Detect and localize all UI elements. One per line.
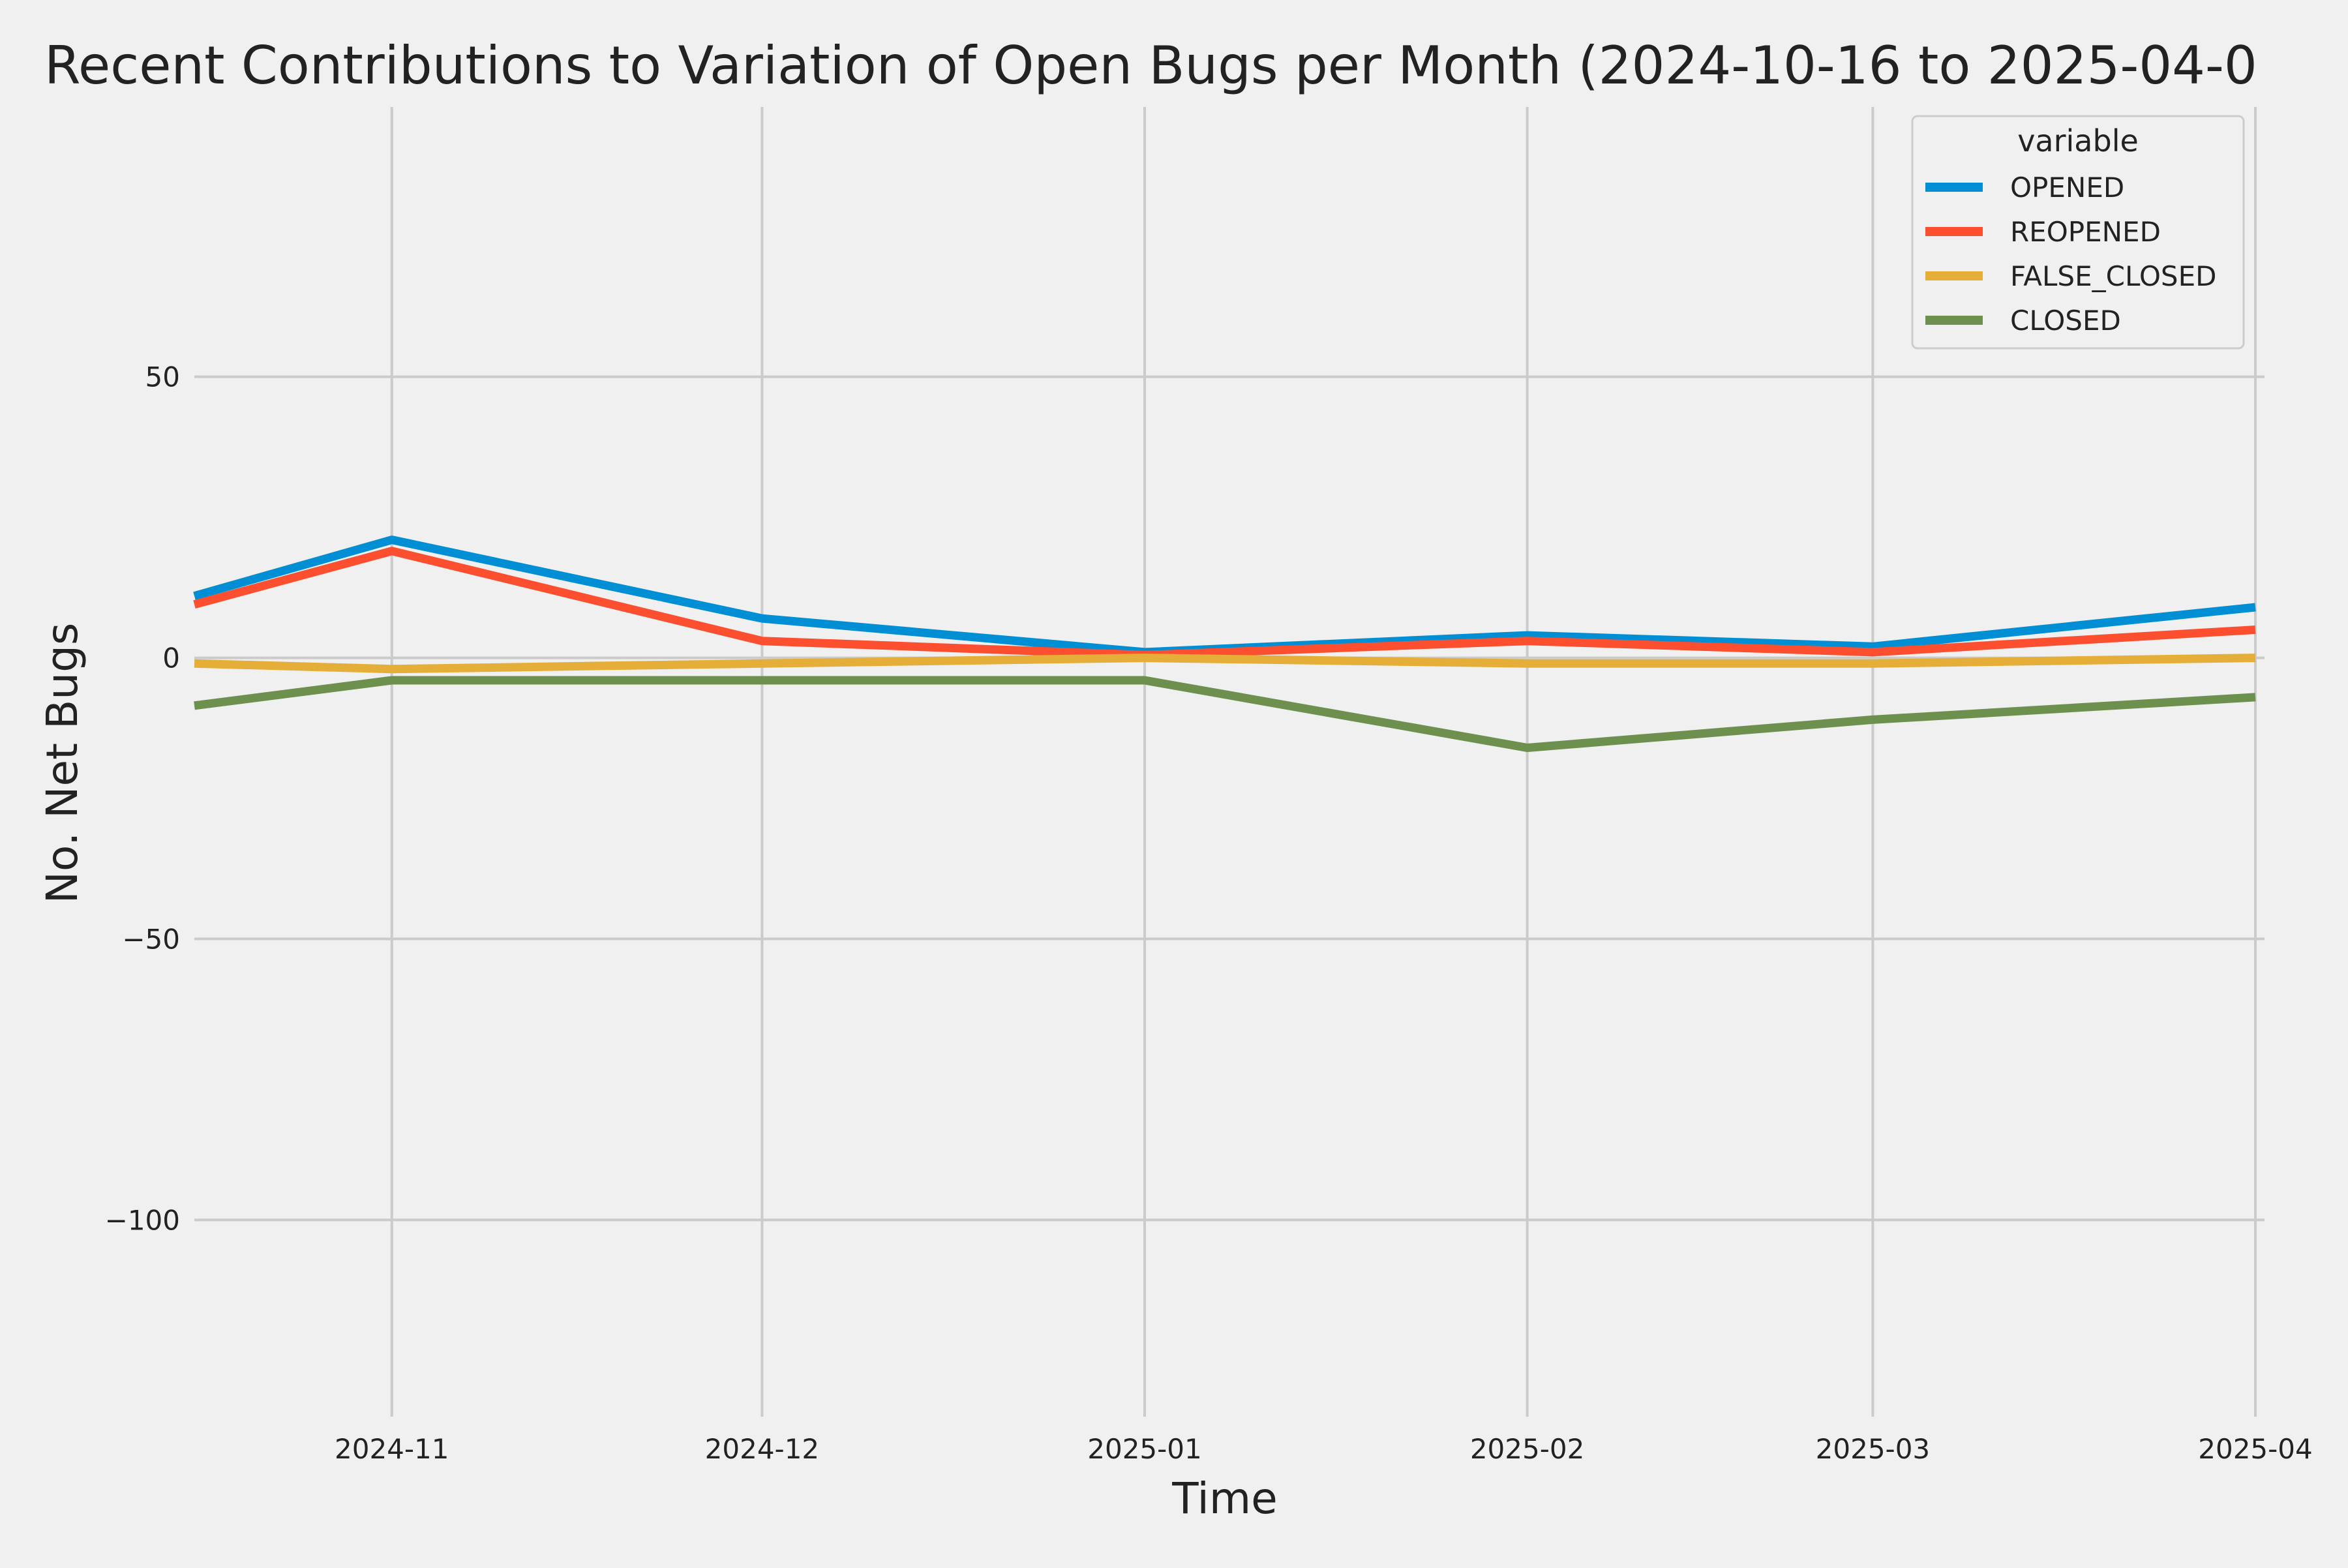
series-line-false-closed [194,654,2256,674]
series-line-closed [194,676,2256,752]
y-axis-ticks: 50 0 −50 −100 [105,361,180,1237]
legend-label: CLOSED [2010,305,2121,337]
chart-title: Recent Contributions to Variation of Ope… [44,35,2257,96]
x-tick-label: 2025-01 [1087,1433,1202,1465]
x-axis-label: Time [1171,1473,1278,1524]
legend-label: FALSE_CLOSED [2010,260,2216,292]
legend-title: variable [2017,123,2139,158]
x-tick-label: 2025-02 [1470,1433,1585,1465]
legend-label: OPENED [2010,172,2124,204]
legend-entries: OPENED REOPENED FALSE_CLOSED CLOSED [1925,172,2216,337]
x-tick-label: 2024-11 [335,1433,449,1465]
y-tick-label: −100 [105,1204,180,1236]
y-tick-label: 0 [162,642,180,674]
legend-label: REOPENED [2010,216,2161,248]
x-tick-label: 2025-03 [1816,1433,1931,1465]
x-tick-label: 2025-04 [2198,1433,2313,1465]
y-tick-label: 50 [145,361,180,393]
x-axis-ticks: 2024-11 2024-12 2025-01 2025-02 2025-03 2025-… [335,1433,2313,1465]
legend-box [1911,115,2245,350]
y-tick-label: −50 [122,923,180,955]
series-lines [193,535,2256,752]
x-tick-label: 2024-12 [705,1433,820,1465]
y-axis-label: No. Net Bugs [37,623,87,904]
legend: variable OPENED REOPENED FALSE_CLOSED CLOSE… [1911,115,2245,350]
